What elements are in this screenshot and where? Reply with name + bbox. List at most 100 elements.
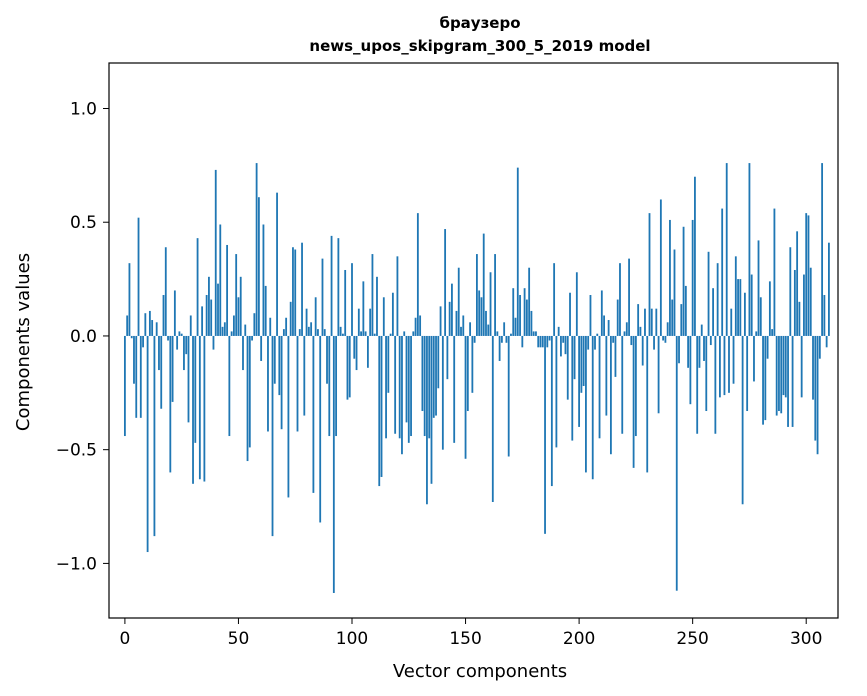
bar-223: [630, 335, 633, 346]
bar-263: [721, 208, 724, 336]
bar-174: [519, 295, 521, 336]
bar-86: [319, 335, 322, 523]
bar-104: [360, 331, 362, 336]
bar-200: [578, 335, 581, 427]
bar-262: [718, 335, 721, 398]
bar-280: [759, 297, 762, 336]
x-tick-label: 0: [119, 629, 130, 649]
bar-96: [342, 333, 344, 336]
bar-278: [755, 331, 758, 336]
bar-283: [766, 335, 769, 359]
bar-65: [271, 335, 274, 537]
bar-248: [687, 335, 690, 368]
bar-273: [743, 292, 746, 336]
bars-group: [123, 163, 830, 593]
bar-131: [421, 335, 424, 412]
bar-302: [809, 267, 812, 336]
bar-194: [564, 335, 567, 355]
bar-282: [764, 335, 767, 421]
bar-181: [535, 331, 537, 336]
bar-291: [784, 335, 787, 398]
bar-94: [337, 238, 340, 336]
bar-247: [684, 285, 687, 336]
bar-144: [451, 283, 453, 336]
bar-234: [655, 308, 658, 336]
bar-62: [264, 285, 267, 336]
bar-296: [796, 231, 799, 336]
bar-218: [619, 263, 621, 336]
bar-244: [678, 335, 680, 364]
bar-269: [734, 256, 737, 336]
bar-124: [405, 335, 408, 423]
bar-118: [391, 292, 394, 336]
bar-246: [682, 226, 685, 336]
bar-116: [387, 335, 390, 393]
bar-81: [307, 326, 310, 336]
bar-74: [292, 247, 294, 336]
bar-121: [398, 335, 401, 439]
bar-159: [485, 310, 487, 336]
bar-109: [371, 254, 374, 336]
bar-7: [139, 335, 142, 418]
bar-35: [203, 335, 206, 482]
bar-92: [332, 335, 335, 593]
x-tick-label: 200: [563, 629, 595, 649]
bar-17: [162, 295, 165, 336]
bar-67: [276, 192, 278, 336]
bar-195: [566, 335, 569, 400]
bar-205: [589, 295, 592, 336]
bar-52: [242, 335, 244, 371]
bar-245: [680, 304, 683, 336]
bar-237: [662, 335, 665, 341]
y-tick-label: −0.5: [56, 441, 97, 461]
bar-216: [614, 335, 617, 377]
bar-11: [148, 310, 151, 336]
bar-281: [762, 335, 764, 425]
bar-266: [728, 335, 730, 393]
bar-1: [126, 315, 129, 336]
bar-251: [694, 176, 696, 336]
bar-178: [528, 267, 531, 336]
bar-113: [380, 335, 383, 477]
bar-176: [523, 288, 526, 336]
bar-43: [221, 326, 224, 336]
bar-169: [507, 335, 510, 457]
bar-153: [471, 335, 474, 393]
bar-187: [548, 335, 551, 341]
bar-210: [600, 290, 603, 336]
bar-193: [562, 335, 565, 343]
bar-125: [407, 335, 410, 443]
bar-177: [525, 299, 528, 336]
x-axis-label: Vector components: [393, 661, 567, 682]
bar-214: [609, 335, 612, 455]
bar-130: [419, 315, 422, 336]
bar-89: [326, 335, 328, 384]
bar-10: [146, 335, 149, 553]
bar-272: [741, 335, 744, 505]
bar-165: [498, 335, 501, 361]
bar-5: [135, 335, 138, 418]
bar-140: [441, 335, 444, 450]
x-tick-label: 50: [228, 629, 250, 649]
y-axis-label: Components values: [13, 253, 34, 431]
chart-title: браузеро: [439, 14, 520, 32]
bar-42: [219, 224, 222, 336]
bar-13: [153, 335, 156, 537]
bar-158: [482, 233, 485, 336]
bar-182: [537, 335, 540, 348]
bar-241: [671, 299, 674, 336]
bar-97: [344, 269, 347, 336]
bar-90: [328, 335, 331, 437]
bar-240: [669, 219, 671, 336]
bar-101: [353, 335, 356, 359]
bar-233: [653, 335, 655, 350]
bar-204: [587, 335, 590, 350]
bar-188: [550, 335, 553, 487]
bar-180: [532, 331, 535, 336]
bar-175: [521, 335, 524, 348]
bar-83: [312, 335, 315, 493]
x-tick-label: 300: [790, 629, 822, 649]
bar-225: [634, 335, 637, 437]
bar-51: [239, 276, 242, 336]
bar-6: [137, 217, 140, 336]
